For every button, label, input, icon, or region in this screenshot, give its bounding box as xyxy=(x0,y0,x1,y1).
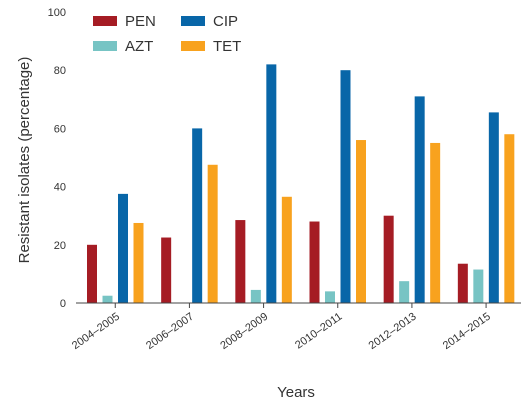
bar-tet-5 xyxy=(504,134,515,303)
bar-azt-3 xyxy=(325,291,335,303)
bar-tet-1 xyxy=(207,164,218,303)
bar-cip-5 xyxy=(488,112,499,304)
bar-azt-2 xyxy=(250,289,261,303)
x-tick-label: 2014–2015 xyxy=(441,311,493,352)
x-tick-label: 2008–2009 xyxy=(218,311,270,352)
y-axis: 0 20 40 60 80 100 xyxy=(48,7,66,310)
legend-label-pen: PEN xyxy=(125,13,156,30)
bar-pen-2 xyxy=(235,220,246,303)
bar-tet-3 xyxy=(356,140,366,303)
y-axis-title: Resistant isolates (percentage) xyxy=(16,57,33,264)
bar-tet-2 xyxy=(281,196,292,303)
y-tick-label: 20 xyxy=(54,240,66,252)
y-tick-label: 100 xyxy=(48,7,66,19)
legend-swatch-pen xyxy=(93,16,117,26)
bar-azt-4 xyxy=(399,281,410,303)
x-tick-label: 2004–2005 xyxy=(70,311,122,352)
x-axis-title: Years xyxy=(277,384,315,401)
legend-label-azt: AZT xyxy=(125,38,153,55)
bar-pen-1 xyxy=(161,237,172,303)
legend-swatch-cip xyxy=(181,16,205,26)
x-tick-label: 2010–2011 xyxy=(293,311,344,352)
y-tick-label: 80 xyxy=(54,65,66,77)
bar-pen-5 xyxy=(457,263,468,303)
x-tick-label: 2006–2007 xyxy=(144,311,196,352)
bar-azt-5 xyxy=(473,269,484,303)
x-tick-label: 2012–2013 xyxy=(367,311,419,352)
bar-cip-4 xyxy=(414,96,425,303)
legend-label-tet: TET xyxy=(213,38,241,55)
bar-cip-0 xyxy=(118,193,128,303)
y-tick-label: 60 xyxy=(54,123,66,135)
bar-azt-0 xyxy=(102,295,113,303)
bar-cip-1 xyxy=(192,128,203,303)
y-tick-label: 40 xyxy=(54,182,66,194)
bar-cip-3 xyxy=(340,70,351,303)
bar-pen-0 xyxy=(87,244,97,303)
bars xyxy=(87,64,515,304)
legend-swatch-azt xyxy=(93,41,117,51)
legend: PEN AZT CIP TET xyxy=(93,13,241,55)
x-axis: 2004–2005 2006–2007 2008–2009 2010–2011 2012… xyxy=(70,302,521,352)
bar-cip-2 xyxy=(266,64,277,303)
bar-pen-3 xyxy=(309,221,320,303)
y-tick-label: 0 xyxy=(60,298,66,310)
legend-label-cip: CIP xyxy=(213,13,238,30)
bar-tet-4 xyxy=(430,142,441,303)
bar-tet-0 xyxy=(133,222,144,303)
legend-swatch-tet xyxy=(181,41,205,51)
bar-pen-4 xyxy=(383,215,394,303)
